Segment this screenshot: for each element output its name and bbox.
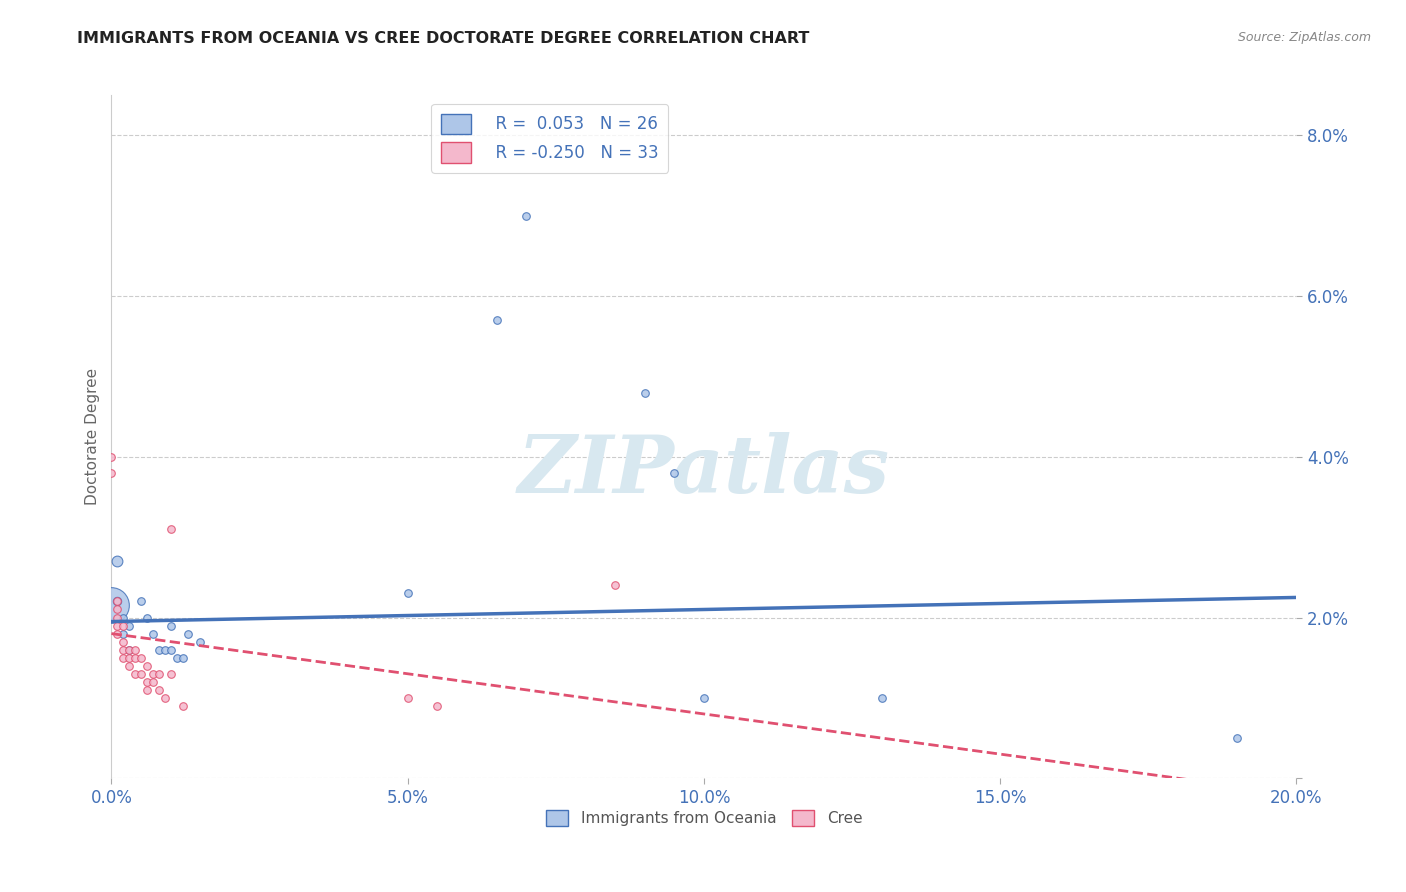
Point (124, 650, 146, 665)
Point (159, 642, 181, 657)
Point (166, 650, 188, 665)
Point (136, 658, 159, 673)
Point (634, 385, 657, 400)
Legend: Immigrants from Oceania, Cree: Immigrants from Oceania, Cree (540, 804, 869, 832)
Point (136, 610, 159, 624)
Point (159, 666, 181, 681)
Point (142, 674, 165, 689)
Point (105, 626, 128, 640)
Point (100, 599, 122, 613)
Point (100, 450, 122, 464)
Point (118, 650, 141, 665)
Y-axis label: Doctorate Degree: Doctorate Degree (86, 368, 100, 505)
Point (105, 618, 128, 632)
Point (153, 690, 176, 705)
Point (112, 650, 135, 665)
Point (188, 634, 211, 648)
Point (153, 642, 176, 657)
Point (129, 650, 152, 665)
Point (118, 618, 141, 632)
Point (172, 698, 194, 713)
Point (136, 674, 159, 689)
Point (112, 618, 135, 632)
Point (112, 642, 135, 657)
Point (105, 594, 128, 608)
Point (105, 594, 128, 608)
Text: Source: ZipAtlas.com: Source: ZipAtlas.com (1237, 31, 1371, 45)
Point (142, 666, 165, 681)
Point (129, 594, 152, 608)
Point (105, 602, 128, 616)
Point (118, 642, 141, 657)
Point (1226, 731, 1249, 745)
Point (426, 698, 449, 713)
Point (396, 690, 419, 705)
Point (118, 642, 141, 657)
Point (870, 690, 893, 705)
Point (105, 554, 128, 568)
Point (124, 666, 146, 681)
Point (693, 690, 716, 705)
Point (112, 626, 135, 640)
Point (148, 642, 170, 657)
Point (118, 658, 141, 673)
Point (396, 586, 419, 600)
Point (148, 666, 170, 681)
Point (112, 634, 135, 648)
Point (124, 642, 146, 657)
Point (177, 626, 200, 640)
Point (603, 578, 626, 592)
Point (515, 209, 537, 223)
Point (485, 313, 508, 327)
Point (172, 650, 194, 665)
Point (129, 666, 152, 681)
Point (112, 610, 135, 624)
Point (664, 466, 686, 480)
Point (142, 626, 165, 640)
Point (159, 618, 181, 632)
Point (136, 682, 159, 697)
Point (105, 610, 128, 624)
Point (148, 682, 170, 697)
Text: IMMIGRANTS FROM OCEANIA VS CREE DOCTORATE DEGREE CORRELATION CHART: IMMIGRANTS FROM OCEANIA VS CREE DOCTORAT… (77, 31, 810, 46)
Point (159, 522, 181, 536)
Text: ZIPatlas: ZIPatlas (517, 432, 890, 509)
Point (100, 466, 122, 480)
